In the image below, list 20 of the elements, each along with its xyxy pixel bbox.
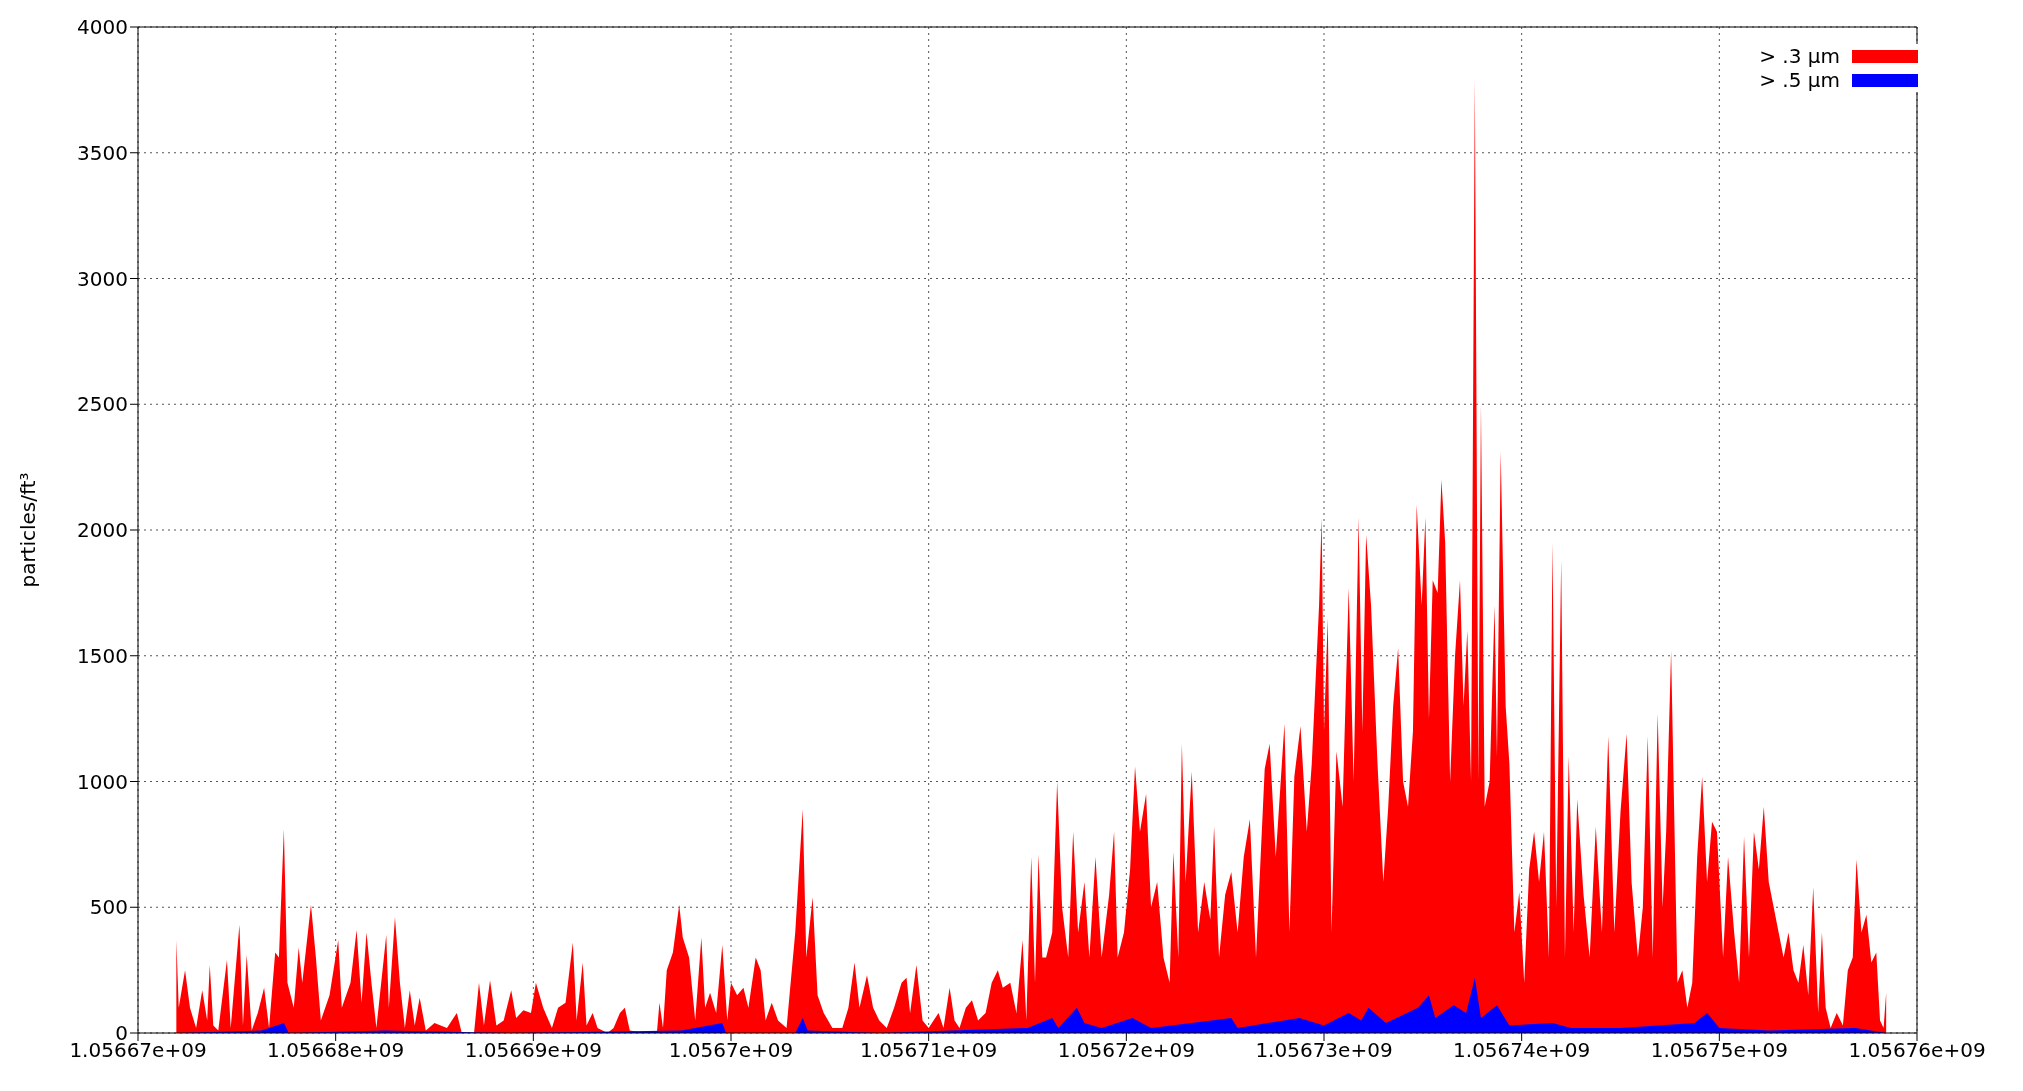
x-tick-label: 1.05674e+09 [1453, 1038, 1591, 1063]
y-tick-label: 3500 [77, 140, 128, 165]
y-axis-title: particles/ft³ [16, 472, 41, 588]
y-tick-label: 500 [89, 895, 128, 920]
y-tick-label: 2000 [77, 518, 128, 543]
x-tick-label: 1.05673e+09 [1255, 1038, 1393, 1063]
legend-label: > .5 µm [1759, 68, 1840, 92]
x-tick-label: 1.05671e+09 [860, 1038, 998, 1063]
y-tick-label: 1500 [77, 643, 128, 668]
x-tick-label: 1.0567e+09 [668, 1038, 794, 1063]
y-tick-label: 2500 [77, 392, 128, 417]
x-tick-label: 1.05669e+09 [464, 1038, 602, 1063]
x-tick-label: 1.05672e+09 [1057, 1038, 1195, 1063]
y-tick-label: 4000 [77, 15, 128, 40]
x-tick-label: 1.05675e+09 [1650, 1038, 1788, 1063]
legend-label: > .3 µm [1759, 44, 1840, 68]
y-tick-label: 3000 [77, 266, 128, 291]
y-tick-label: 1000 [77, 769, 128, 794]
x-tick-label: 1.05668e+09 [267, 1038, 405, 1063]
x-tick-label: 1.05676e+09 [1848, 1038, 1986, 1063]
